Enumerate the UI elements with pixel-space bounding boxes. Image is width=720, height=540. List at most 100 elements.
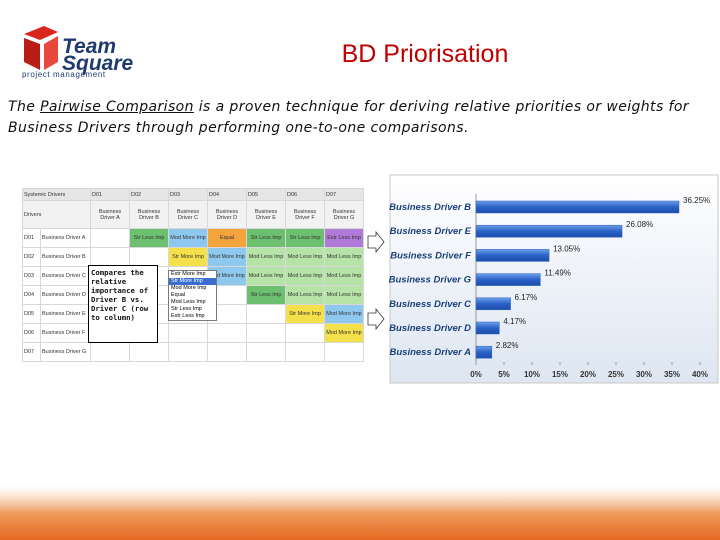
arrows	[367, 230, 385, 331]
dropdown-item: Extr More Imp	[171, 271, 206, 277]
column-driver: Business Driver C	[168, 200, 208, 229]
dropdown-item: Str Less Imp	[171, 306, 202, 312]
logo-text: Team	[62, 35, 116, 58]
x-tick-label: 25%	[608, 370, 624, 379]
callout: Compares the relative importance of Driv…	[88, 265, 158, 343]
matrix-cell	[285, 342, 325, 362]
header-row: Drivers Business Driver A Business Driver …	[22, 200, 364, 229]
value-label: 11.49%	[544, 269, 571, 278]
matrix-cell: Mod More Imp	[168, 228, 208, 248]
bar	[475, 345, 493, 359]
category-label: Business Driver A	[390, 347, 472, 358]
row-code: D06	[22, 323, 41, 343]
matrix-cell	[324, 342, 364, 362]
logo: Team Square project management	[22, 26, 134, 79]
matrix-cell: Mod Less Imp	[324, 247, 364, 267]
matrix-cell	[246, 342, 286, 362]
row-code: D02	[22, 247, 41, 267]
matrix-cell: Equal	[207, 228, 247, 248]
bar	[475, 200, 680, 214]
matrix-cell: Mod Less Imp	[285, 285, 325, 305]
arrow	[367, 307, 385, 331]
matrix-cell: Mod More Imp	[207, 247, 247, 267]
comparison-matrix: Systemic Drivers D01 D02 D03 D04 D05 D06 D07 Dri…	[22, 188, 364, 362]
intro-part: The	[8, 99, 41, 115]
x-tick-label: 15%	[552, 370, 568, 379]
bar	[475, 249, 550, 262]
category-label: Business Driver C	[389, 299, 471, 310]
x-tick-label: 5%	[498, 370, 510, 379]
column-code: D04	[207, 188, 247, 201]
column-driver: Business Driver G	[324, 200, 364, 229]
dropdown-item: Mod More Imp	[171, 285, 207, 291]
row-driver: Business Driver F	[40, 323, 91, 343]
matrix-cell: Mod Less Imp	[324, 266, 364, 286]
matrix-cell: Mod Less Imp	[285, 247, 325, 267]
matrix-cell: Str Less Imp	[285, 228, 325, 248]
matrix-cell	[129, 342, 169, 362]
matrix-row: D06 Business Driver F Mod More Imp	[22, 323, 364, 343]
bar	[475, 273, 541, 286]
matrix-cell	[168, 342, 208, 362]
dropdown-item: Str More Imp	[169, 278, 216, 285]
matrix-cell: Extr Less Imp	[324, 228, 364, 248]
category-label: Business Driver F	[390, 250, 471, 261]
matrix-cell	[129, 247, 169, 267]
slide-title: BD Priorisation	[342, 40, 509, 68]
row-driver: Business Driver B	[40, 247, 91, 267]
matrix-cell	[90, 228, 130, 248]
bar	[475, 321, 500, 335]
matrix-cell	[207, 323, 247, 343]
column-code: D05	[246, 188, 286, 201]
value-label: 36.25%	[683, 196, 710, 205]
value-label: 13.05%	[553, 244, 580, 253]
matrix-cell: Mod Less Imp	[324, 285, 364, 305]
category-label: Business Driver G	[389, 275, 472, 286]
dropdown-item: Equal	[171, 292, 186, 298]
bar	[475, 224, 623, 238]
column-driver: Business Driver A	[90, 200, 130, 229]
value-label: 26.08%	[626, 220, 653, 229]
column-code: D02	[129, 188, 169, 201]
x-tick-label: 40%	[692, 370, 708, 379]
matrix-row: D04 Business Driver D Str Less Imp Mod Less…	[22, 285, 364, 305]
bar	[475, 297, 511, 311]
column-driver: Business Driver D	[207, 200, 247, 229]
category-label: Business Driver E	[390, 226, 472, 237]
column-driver: Business Driver E	[246, 200, 286, 229]
category-label: Business Driver B	[389, 202, 471, 213]
matrix-cell	[246, 323, 286, 343]
arrow	[367, 230, 385, 254]
column-driver: Business Driver B	[129, 200, 169, 229]
matrix-cell	[90, 342, 130, 362]
row-driver: Business Driver A	[40, 228, 91, 248]
logo-shape	[24, 26, 58, 40]
row-driver: Business Driver C	[40, 266, 91, 286]
matrix-row: D01 Business Driver A Str Less Imp Mod More…	[22, 228, 364, 248]
matrix-cell: Str More Imp	[285, 304, 325, 324]
value-label: 2.82%	[496, 341, 519, 350]
intro-text: The Pairwise Comparison is a proven tech…	[8, 97, 716, 139]
dropdown-list: Extr More Imp Str More Imp Mod More Imp Equ…	[168, 270, 217, 321]
logo-text: Square	[62, 52, 134, 75]
category-label: Business Driver D	[389, 323, 471, 334]
row-code: D03	[22, 266, 41, 286]
row-code: D04	[22, 285, 41, 305]
matrix-cell: Mod Less Imp	[246, 266, 286, 286]
x-tick-label: 0%	[470, 370, 482, 379]
intro-part: is a proven technique for deriving relat…	[8, 99, 689, 136]
dropdown-item: Mod Less Imp	[171, 299, 206, 305]
matrix-cell	[207, 342, 247, 362]
matrix-cell: Str Less Imp	[246, 285, 286, 305]
matrix-row: D07 Business Driver G	[22, 342, 364, 362]
row-code: D05	[22, 304, 41, 324]
matrix-cell: Str Less Imp	[129, 228, 169, 248]
logo-shape	[24, 38, 40, 70]
intro-link: Pairwise Comparison	[40, 99, 194, 115]
column-code: D03	[168, 188, 208, 201]
matrix-cell: Mod Less Imp	[285, 266, 325, 286]
matrix-cell	[246, 304, 286, 324]
row-driver: Business Driver E	[40, 304, 91, 324]
column-code: D01	[90, 188, 130, 201]
